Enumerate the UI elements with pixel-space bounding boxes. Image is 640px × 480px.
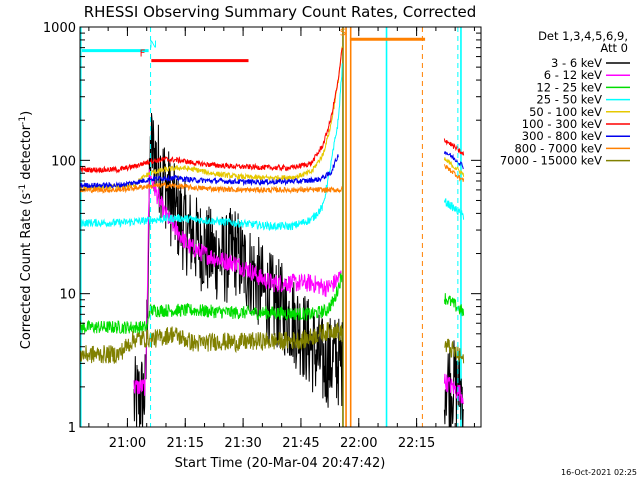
axes: 21:00 21:15 21:30 21:45 22:00 22:15 1 10 100 1000: [43, 21, 482, 451]
flag-F-label: F: [140, 49, 146, 60]
series-5-late-line: [443, 138, 465, 156]
series-3-late-line: [443, 198, 465, 220]
legend-label-0: 3 - 6 keV: [551, 56, 602, 70]
legend-label-3: 25 - 50 keV: [536, 93, 602, 107]
legend-label-7: 800 - 7000 keV: [514, 141, 602, 155]
series-6-line: [80, 154, 339, 189]
plot-area: NF S: [80, 27, 465, 427]
legend-label-1: 6 - 12 keV: [544, 68, 602, 82]
series-5-line: [80, 47, 343, 174]
legend-label-6: 300 - 800 keV: [522, 129, 602, 143]
x-tick-label-4: 22:00: [340, 436, 377, 451]
series-7-late-line: [443, 164, 465, 182]
x-tick-label-0: 21:00: [109, 436, 146, 451]
plot-clip-group: [80, 27, 465, 427]
x-tick-label-5: 22:15: [398, 436, 435, 451]
series-1-line: [133, 169, 343, 396]
legend-label-5: 100 - 300 keV: [522, 117, 602, 131]
y-axis-label-mid: detector: [19, 124, 34, 184]
legend-header-0: Det 1,3,4,5,6,9,: [538, 29, 628, 43]
legend-label-4: 50 - 100 keV: [529, 105, 602, 119]
series-2-line: [80, 272, 343, 334]
x-tick-label-3: 21:45: [282, 436, 319, 451]
y-axis-label-end: ): [19, 111, 34, 116]
y-tick-label-1: 10: [59, 288, 76, 303]
series-4-line: [80, 46, 343, 191]
x-tick-label-2: 21:30: [224, 436, 261, 451]
legend-label-8: 7000 - 15000 keV: [500, 154, 602, 168]
y-axis-label-main: Corrected Count Rate (s: [19, 193, 34, 350]
y-tick-label-0: 1: [68, 421, 76, 436]
series-8-line: [80, 322, 343, 364]
series-2-late-line: [443, 293, 465, 317]
legend-header-1: Att 0: [600, 41, 628, 55]
series-3-line: [80, 63, 343, 232]
legend-label-2: 12 - 25 keV: [536, 80, 602, 94]
y-axis-label-sup2: -1: [18, 116, 28, 125]
chart-title: RHESSI Observing Summary Count Rates, Co…: [84, 3, 477, 21]
series-4-late-line: [443, 157, 465, 177]
series-7-line: [80, 181, 343, 195]
series-1-late-line: [443, 373, 465, 405]
flag-S-label: S: [340, 28, 346, 39]
flag-N-label: N: [150, 40, 157, 51]
y-axis-label-sup1: -1: [18, 184, 28, 193]
x-axis-label: Start Time (20-Mar-04 20:47:42): [175, 456, 386, 471]
y-tick-label-3: 1000: [43, 21, 76, 36]
y-axis-label: Corrected Count Rate (s-1 detector-1): [18, 111, 34, 349]
series-0-line: [133, 112, 343, 427]
plot-frame: [79, 26, 482, 428]
series-8-late-line: [444, 338, 465, 364]
series-6-late-line: [443, 151, 464, 170]
y-tick-label-2: 100: [51, 154, 76, 169]
render-timestamp: 16-Oct-2021 02:25: [561, 468, 637, 477]
x-tick-label-1: 21:15: [167, 436, 204, 451]
